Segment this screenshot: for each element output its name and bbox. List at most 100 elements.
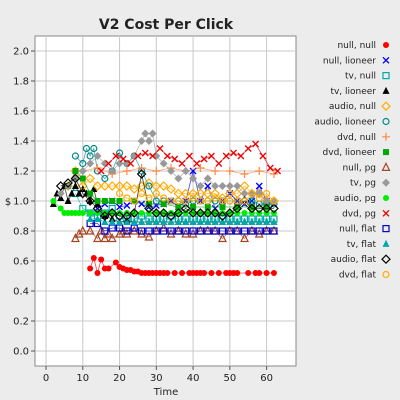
data-point-tv-pg [108, 167, 117, 175]
data-point-null-null [105, 265, 112, 272]
legend-marker-dvd-lioneer [383, 149, 389, 156]
data-point-null-null [87, 265, 94, 272]
data-point-null-null [208, 270, 215, 276]
data-point-tv-pg [78, 167, 87, 175]
data-point-dvd-pg [171, 155, 179, 163]
data-point-dvd-pg [244, 145, 252, 152]
data-point-dvd-flat [218, 197, 227, 205]
data-point-null-lioneer [255, 182, 263, 190]
data-point-null-null [201, 270, 208, 276]
data-point-null-flat [145, 227, 153, 235]
data-point-null-pg [93, 233, 102, 243]
data-point-audio-flat [136, 169, 147, 179]
data-point-audio-flat [99, 211, 110, 221]
data-point-tv-pg [262, 197, 271, 205]
x-tick-label: 30 [150, 373, 163, 384]
data-point-tv-flat [167, 218, 175, 225]
data-point-null-pg [240, 233, 250, 243]
y-tick-label: 0.0 [13, 347, 29, 358]
data-point-dvd-lioneer [219, 204, 226, 210]
data-point-audio-pg [57, 205, 64, 212]
data-point-audio-lioneer [71, 152, 80, 160]
data-point-audio-pg [87, 210, 94, 216]
data-point-audio-flat [70, 173, 81, 184]
x-tick-label: 0 [43, 373, 49, 384]
data-point-tv-flat [196, 218, 204, 225]
data-point-audio-pg [219, 210, 226, 216]
data-point-audio-flat [173, 208, 184, 218]
data-point-audio-flat [254, 203, 265, 214]
data-point-audio-flat [114, 211, 125, 221]
legend-marker-null-pg [381, 162, 391, 171]
legend-marker-tv-flat [382, 239, 390, 247]
data-point-dvd-null [122, 167, 131, 175]
series-group [49, 129, 282, 276]
data-point-null-null [112, 259, 119, 266]
data-point-dvd-pg [163, 152, 171, 160]
y-tick-label: 0.6 [13, 257, 29, 268]
data-point-audio-pg [50, 198, 57, 204]
data-point-dvd-lioneer [234, 204, 241, 210]
data-point-null-lioneer [204, 182, 212, 190]
data-point-null-null [164, 270, 171, 276]
data-point-dvd-null [93, 164, 102, 172]
data-point-dvd-pg [156, 145, 164, 152]
data-point-audio-flat [151, 208, 162, 218]
data-point-audio-pg [168, 210, 175, 216]
data-point-null-flat [211, 227, 219, 235]
data-point-tv-lioneer [71, 182, 79, 189]
data-point-tv-flat [248, 218, 256, 225]
y-tick-label: 2.0 [13, 47, 29, 58]
data-point-audio-lioneer [115, 149, 124, 157]
data-point-null-pg [70, 233, 80, 243]
data-point-null-null [215, 270, 222, 276]
data-point-audio-flat [224, 208, 235, 218]
legend-label-tv-pg: tv, pg [350, 179, 376, 189]
y-tick-label: 1.0 [13, 197, 29, 208]
data-point-dvd-flat [196, 197, 205, 205]
legend-label-null-pg: null, pg [342, 163, 376, 173]
data-point-audio-flat [77, 188, 88, 199]
data-point-audio-pg [241, 210, 248, 216]
data-point-null-flat [233, 227, 241, 235]
data-point-tv-lioneer [68, 189, 76, 197]
data-point-dvd-pg [119, 155, 127, 163]
data-point-null-lioneer [123, 202, 131, 209]
data-point-dvd-lioneer [190, 204, 197, 210]
data-point-audio-null [217, 193, 228, 203]
data-point-dvd-pg [127, 160, 135, 167]
data-point-audio-null [122, 181, 132, 191]
data-point-null-pg [78, 225, 88, 235]
data-point-tv-flat [204, 218, 212, 225]
data-point-dvd-pg [274, 167, 282, 175]
data-point-dvd-flat [270, 197, 278, 205]
legend-label-audio-flat: audio, flat [331, 255, 377, 265]
data-point-audio-pg [123, 210, 130, 216]
data-point-dvd-flat [189, 194, 197, 202]
legend-marker-audio-pg [383, 195, 389, 201]
x-tick-label: 20 [113, 373, 126, 384]
data-point-audio-flat [232, 203, 243, 214]
series-line-tv-null [75, 193, 274, 220]
legend-marker-dvd-flat [382, 270, 390, 279]
data-point-dvd-lioneer [204, 204, 211, 210]
data-point-tv-pg [56, 189, 65, 198]
x-tick-label: 50 [223, 373, 236, 384]
data-point-tv-pg [211, 182, 220, 190]
data-point-null-flat [101, 227, 109, 235]
data-point-dvd-pg [149, 152, 157, 160]
data-point-dvd-pg [230, 149, 237, 157]
data-point-dvd-flat [262, 189, 271, 198]
data-point-dvd-pg [237, 152, 245, 160]
data-point-tv-flat [108, 218, 116, 225]
data-point-tv-flat [270, 218, 278, 225]
data-point-null-null [270, 270, 277, 276]
data-point-audio-pg [79, 210, 86, 216]
data-point-audio-null [85, 173, 95, 184]
data-point-tv-pg [233, 182, 242, 190]
data-point-dvd-pg [105, 160, 112, 167]
data-point-tv-flat [152, 218, 160, 225]
data-point-audio-flat [247, 203, 257, 214]
data-point-null-flat [255, 227, 263, 235]
data-point-dvd-lioneer [263, 204, 270, 210]
